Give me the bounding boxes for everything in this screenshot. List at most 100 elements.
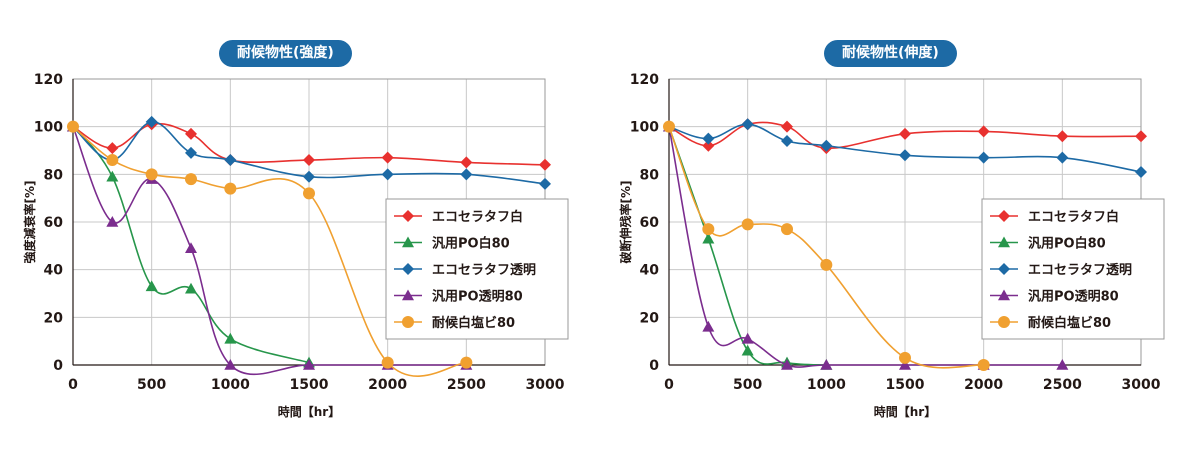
data-point [185,242,197,254]
legend-label: エコセラタフ透明 [432,263,536,278]
data-point [145,115,158,128]
data-point [702,223,715,236]
data-point [185,127,197,140]
x-tick-label: 0 [664,377,674,393]
data-point [224,154,237,167]
data-point [977,359,990,371]
legend-label: エコセラタフ白 [1028,209,1119,225]
data-point [185,282,197,294]
data-point [1056,130,1069,143]
series-line [668,126,827,366]
data-point [106,216,119,227]
legend-label: 汎用PO透明80 [432,289,523,305]
data-point [539,177,551,190]
data-point [781,359,793,370]
y-tick-label: 100 [34,120,63,136]
y-tick-label: 120 [630,72,659,88]
data-point [741,332,754,344]
legend-swatch-marker [998,236,1010,248]
legend-label: エコセラタフ透明 [1028,263,1132,278]
x-tick-label: 2000 [368,377,407,393]
x-tick-label: 1000 [807,377,846,393]
chart-title: 耐候物性(強度) [219,40,352,67]
data-point [1056,151,1069,164]
series [67,120,473,377]
x-tick-label: 3000 [1122,377,1161,393]
x-tick-label: 0 [68,377,78,393]
y-tick-label: 60 [44,215,64,231]
y-tick-label: 40 [640,263,660,279]
x-tick-label: 1500 [886,377,925,393]
chart-elongation-panel: 耐候物性(伸度) 0 20 40 60 80 100 120 0 500 1000 1500 2000… [596,0,1191,459]
data-point [381,168,394,181]
chart-title: 耐候物性(伸度) [824,40,957,67]
data-point [977,125,990,138]
data-point [106,154,119,167]
data-point [1135,130,1147,143]
data-point [303,187,315,200]
data-point [899,149,911,162]
data-point [820,359,833,370]
data-point [106,142,119,155]
y-tick-label: 100 [630,120,659,136]
data-point [977,151,990,164]
data-point [224,332,237,344]
data-point [663,120,675,133]
data-point [781,120,793,133]
data-point [820,139,833,152]
chart-strength-panel: 耐候物性(強度) 0 20 40 60 80 100 120 0 500 1000 1500 2000… [0,0,595,459]
y-tick-label: 0 [53,358,63,374]
legend-swatch-marker [402,210,414,222]
data-point [899,127,911,140]
legend-swatch-marker [402,316,414,328]
x-tick-label: 2500 [447,377,486,393]
x-tick-label: 2500 [1043,377,1082,393]
data-point [381,356,394,369]
series-line [668,123,1142,173]
legend-label: 汎用PO白80 [432,236,510,252]
data-point [702,132,715,145]
legend-label: 耐候白塩ビ80 [1028,315,1111,331]
data-point [781,223,793,236]
data-point [702,139,715,152]
legend-swatch-marker [998,210,1010,222]
data-point [185,146,197,159]
data-point [145,168,158,181]
data-point [741,218,754,231]
y-tick-label: 120 [34,72,63,88]
data-point [899,351,911,364]
chart-elongation: 0 20 40 60 80 100 120 0 500 1000 1500 2000 2500 3000 時… [618,72,1165,419]
data-point [303,154,315,167]
y-tick-label: 0 [649,358,659,374]
data-point [702,320,715,332]
legend-swatch-marker [402,236,414,248]
data-point [820,258,833,271]
series-line [72,126,310,364]
legend-label: 汎用PO透明80 [1028,289,1119,305]
data-point [381,151,394,164]
series-line [668,126,1063,368]
y-tick-label: 60 [640,215,660,231]
data-point [106,170,119,182]
data-point [741,344,754,356]
legend-swatch-marker [402,289,414,301]
data-point [224,359,237,370]
legend-label: 耐候白塩ビ80 [432,315,515,331]
data-point [67,120,79,133]
y-tick-label: 20 [44,310,64,326]
x-axis-label: 時間【hr】 [874,404,936,419]
x-tick-label: 2000 [964,377,1003,393]
data-point [303,170,315,183]
chart-strength: 0 20 40 60 80 100 120 0 500 1000 1500 2000 2500 3000 時… [22,72,569,419]
data-point [899,359,911,370]
data-point [1056,359,1069,370]
y-axis-label: 強度減衰率[%] [22,181,37,264]
x-tick-label: 3000 [526,377,565,393]
legend-swatch-marker [998,289,1010,301]
y-axis-label: 破断伸残率[%] [618,181,633,264]
legend-label: 汎用PO白80 [1028,236,1106,252]
data-point [781,134,793,147]
x-tick-label: 1000 [211,377,250,393]
y-tick-label: 20 [640,310,660,326]
